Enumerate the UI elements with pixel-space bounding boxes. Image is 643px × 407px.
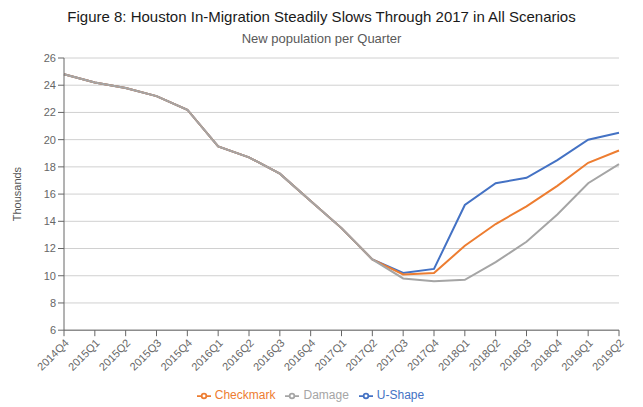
html-text:U-Shape: U-Shape — [376, 388, 425, 403]
svg-text:2019Q2: 2019Q2 — [590, 337, 626, 373]
html-text:Figure 8: Houston In-Migration: Figure 8: Houston In-Migration Steadily … — [67, 8, 576, 25]
svg-text:22: 22 — [44, 106, 56, 118]
svg-text:18: 18 — [44, 161, 56, 173]
svg-text:2015Q2: 2015Q2 — [96, 337, 132, 373]
svg-text:2019Q1: 2019Q1 — [559, 337, 595, 373]
svg-text:20: 20 — [44, 134, 56, 146]
svg-text:2014Q4: 2014Q4 — [35, 337, 71, 373]
svg-text:26: 26 — [44, 52, 56, 64]
svg-text:2016Q3: 2016Q3 — [251, 337, 287, 373]
svg-text:2017Q4: 2017Q4 — [405, 337, 441, 373]
svg-text:2018Q3: 2018Q3 — [497, 337, 533, 373]
svg-text:10: 10 — [44, 270, 56, 282]
svg-text:Thousands: Thousands — [11, 166, 23, 221]
svg-text:2018Q2: 2018Q2 — [466, 337, 502, 373]
svg-text:2017Q2: 2017Q2 — [343, 337, 379, 373]
svg-text:2015Q1: 2015Q1 — [66, 337, 102, 373]
svg-text:2016Q4: 2016Q4 — [281, 337, 317, 373]
svg-text:8: 8 — [50, 297, 56, 309]
svg-text:2018Q4: 2018Q4 — [528, 337, 564, 373]
html-text:Damage: Damage — [303, 388, 349, 403]
svg-text:2015Q4: 2015Q4 — [158, 337, 194, 373]
svg-text:24: 24 — [44, 79, 56, 91]
svg-text:2017Q1: 2017Q1 — [312, 337, 348, 373]
svg-text:12: 12 — [44, 242, 56, 254]
svg-text:2015Q3: 2015Q3 — [127, 337, 163, 373]
svg-text:6: 6 — [50, 324, 56, 336]
svg-text:2016Q1: 2016Q1 — [189, 337, 225, 373]
html-text:New population per Quarter: New population per Quarter — [241, 31, 402, 46]
svg-text:14: 14 — [44, 215, 56, 227]
svg-text:2016Q2: 2016Q2 — [220, 337, 256, 373]
svg-text:16: 16 — [44, 188, 56, 200]
svg-text:2018Q1: 2018Q1 — [436, 337, 472, 373]
html-text:Checkmark: Checkmark — [214, 388, 276, 403]
svg-text:2017Q3: 2017Q3 — [374, 337, 410, 373]
